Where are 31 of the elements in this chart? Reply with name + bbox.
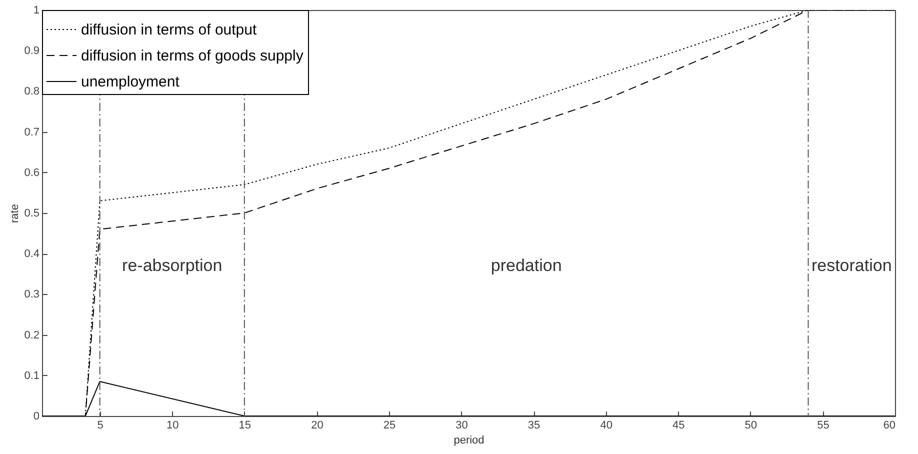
x-tick-label: 15 <box>238 420 252 432</box>
x-tick-label: 45 <box>672 420 685 432</box>
x-tick-label: 50 <box>744 420 758 432</box>
y-tick-label: 1 <box>33 4 40 16</box>
x-tick-label: 35 <box>528 420 540 432</box>
x-tick-label: 55 <box>817 420 830 432</box>
x-tick-label: 60 <box>883 420 896 432</box>
y-tick-label: 0.3 <box>24 288 40 301</box>
x-tick-label: 40 <box>600 420 612 432</box>
annotation: predation <box>490 256 562 275</box>
legend-label: diffusion in terms of output <box>81 22 258 38</box>
legend-label: diffusion in terms of goods supply <box>81 48 304 64</box>
x-tick-label: 25 <box>383 420 396 432</box>
x-axis-title: period <box>454 434 484 446</box>
x-tick-label: 10 <box>166 420 179 432</box>
annotation: re-absorption <box>122 256 222 275</box>
y-tick-label: 0.1 <box>24 370 40 382</box>
y-tick-label: 0.9 <box>24 45 40 58</box>
annotation: restoration <box>811 256 892 275</box>
legend-label: unemployment <box>81 74 180 90</box>
x-tick-label: 20 <box>311 420 324 432</box>
y-tick-label: 0.4 <box>24 248 40 260</box>
y-tick-label: 0.5 <box>24 208 40 220</box>
y-tick-label: 0.8 <box>24 86 40 98</box>
x-tick-label: 5 <box>97 420 104 432</box>
y-axis-title: rate <box>9 204 22 223</box>
y-tick-label: 0.6 <box>24 166 40 179</box>
y-tick-label: 0 <box>33 410 40 422</box>
x-tick-label: 30 <box>456 420 468 432</box>
y-tick-label: 0.7 <box>24 126 40 138</box>
y-tick-label: 0.2 <box>24 329 40 342</box>
